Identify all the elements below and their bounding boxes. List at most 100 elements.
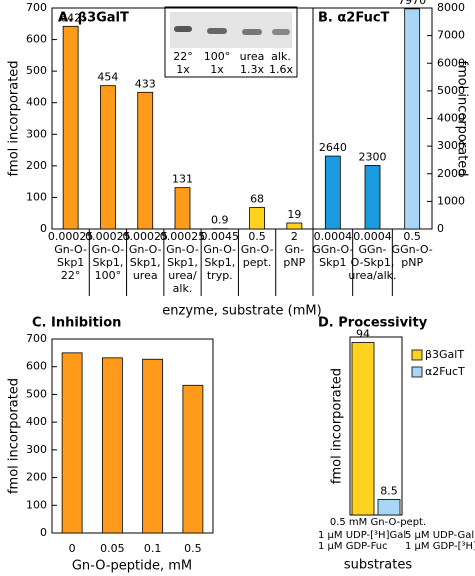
x-tick-label: Gn-O-	[241, 243, 274, 256]
value-label: 454	[97, 71, 118, 84]
y-tick-label: 600	[26, 33, 47, 46]
x-tick-label: Gn-	[285, 243, 304, 256]
x-tick-label: pept.	[243, 256, 272, 269]
bar	[101, 357, 123, 534]
inset-factor-label: 1.6x	[269, 63, 293, 76]
x-tick-label: 0.0004	[353, 230, 392, 243]
y-tick-label: 0	[40, 526, 47, 539]
x-tick-label: urea/	[168, 269, 197, 282]
bar	[286, 222, 303, 230]
x-tick-label: Skp1,	[167, 256, 198, 269]
y-tick-label: 400	[26, 96, 47, 109]
inset-lane-label: alk.	[271, 50, 291, 63]
x-tick-label: 0.5	[403, 230, 421, 243]
y-tick-label: 7000	[437, 29, 465, 42]
y-tick-label: 1000	[437, 194, 465, 207]
value-label: 642	[60, 11, 81, 24]
y-tick-label: 100	[26, 498, 47, 511]
panel-title: A. β3GalT	[58, 11, 129, 26]
x-tick-label: Skp1,	[93, 256, 124, 269]
x-tick-label: Skp1	[319, 256, 346, 269]
y-tick-label: 300	[26, 127, 47, 140]
plot-frame	[51, 338, 214, 534]
value-label: 131	[172, 173, 193, 186]
substrate-label: 1 μM GDP-[³H]Fuc	[405, 541, 475, 552]
x-tick-label: 0.00025	[160, 230, 206, 243]
x-tick-label: 2	[291, 230, 298, 243]
y-tick-label: 500	[26, 387, 47, 400]
x-tick-label: 0.00025	[85, 230, 131, 243]
y-tick-label: 0	[437, 222, 444, 235]
x-tick-label: pNP	[283, 256, 305, 269]
y-tick-label: 6000	[437, 56, 465, 69]
legend-label: β3GalT	[425, 348, 464, 361]
value-label: 433	[135, 77, 156, 90]
legend-swatch	[411, 349, 423, 361]
legend-label: α2FucT	[425, 365, 465, 378]
x-tick-label: urea/alk.	[348, 269, 396, 282]
x-tick-label: Gn-O-	[54, 243, 87, 256]
y-tick-label: 2000	[437, 167, 465, 180]
x-tick-label: GGn-	[359, 243, 387, 256]
bar	[324, 155, 341, 230]
x-axis-label: Gn-O-peptide, mM	[72, 559, 192, 574]
y-axis-label: fmol incorporated	[7, 60, 22, 176]
bar	[174, 187, 191, 230]
x-tick-label: 0	[69, 542, 76, 555]
y-tick-label: 5000	[437, 84, 465, 97]
x-tick-label: 0.00025	[122, 230, 168, 243]
value-label: 2640	[319, 141, 347, 154]
gel-band	[242, 29, 262, 35]
inset-factor-label: 1.3x	[240, 63, 264, 76]
inset-lane-label: 100°	[204, 50, 231, 63]
value-label: 2300	[359, 150, 387, 163]
panel-title: B. α2FucT	[318, 11, 390, 26]
value-label: 7970	[398, 0, 426, 7]
bar	[61, 352, 83, 534]
x-axis-label: enzyme, substrate (mM)	[162, 304, 321, 319]
x-tick-label: pNP	[401, 256, 423, 269]
bar	[351, 342, 375, 516]
value-label: 0.9	[211, 214, 229, 227]
y-tick-label: 0	[40, 222, 47, 235]
x-tick-label: Skp1,	[204, 256, 235, 269]
plot-frame	[349, 336, 403, 516]
bar	[377, 499, 401, 516]
x-tick-label: urea	[133, 269, 158, 282]
x-tick-label: O-Skp1,	[351, 256, 395, 269]
y-tick-label: 600	[26, 360, 47, 373]
y-tick-label: 8000	[437, 1, 465, 14]
substrate-label: 0.5 mM Gn-O-pept.	[330, 517, 426, 528]
value-label: 8.5	[380, 484, 398, 497]
x-tick-label: tryp.	[207, 269, 233, 282]
x-tick-label: 0.5	[184, 542, 202, 555]
bar	[364, 165, 381, 230]
gel-inset	[164, 6, 298, 78]
y-tick-label: 200	[26, 159, 47, 172]
bar	[182, 384, 204, 534]
inset-lane-label: 22°	[173, 50, 193, 63]
y-tick-label: 200	[26, 471, 47, 484]
gel-band	[174, 26, 192, 32]
bar	[249, 207, 265, 230]
bar	[62, 25, 79, 230]
y-tick-label: 400	[26, 415, 47, 428]
x-tick-label: 0.1	[144, 542, 162, 555]
y-tick-label: 100	[26, 190, 47, 203]
panel-title: C. Inhibition	[32, 316, 121, 331]
y-tick-label: 4000	[437, 112, 465, 125]
inset-factor-label: 1x	[210, 63, 224, 76]
value-label: 94	[356, 328, 370, 341]
inset-lane-label: urea	[240, 50, 265, 63]
x-tick-label: GGn-O-	[392, 243, 433, 256]
y-tick-label: 3000	[437, 139, 465, 152]
x-tick-label: 0.00025	[48, 230, 94, 243]
substrate-label: 1 μM GDP-Fuc	[318, 541, 388, 552]
x-tick-label: 0.0045	[201, 230, 240, 243]
bar	[137, 91, 154, 230]
x-tick-label: 0.0004	[314, 230, 353, 243]
x-tick-label: 22°	[61, 269, 81, 282]
x-tick-label: 0.5	[248, 230, 266, 243]
